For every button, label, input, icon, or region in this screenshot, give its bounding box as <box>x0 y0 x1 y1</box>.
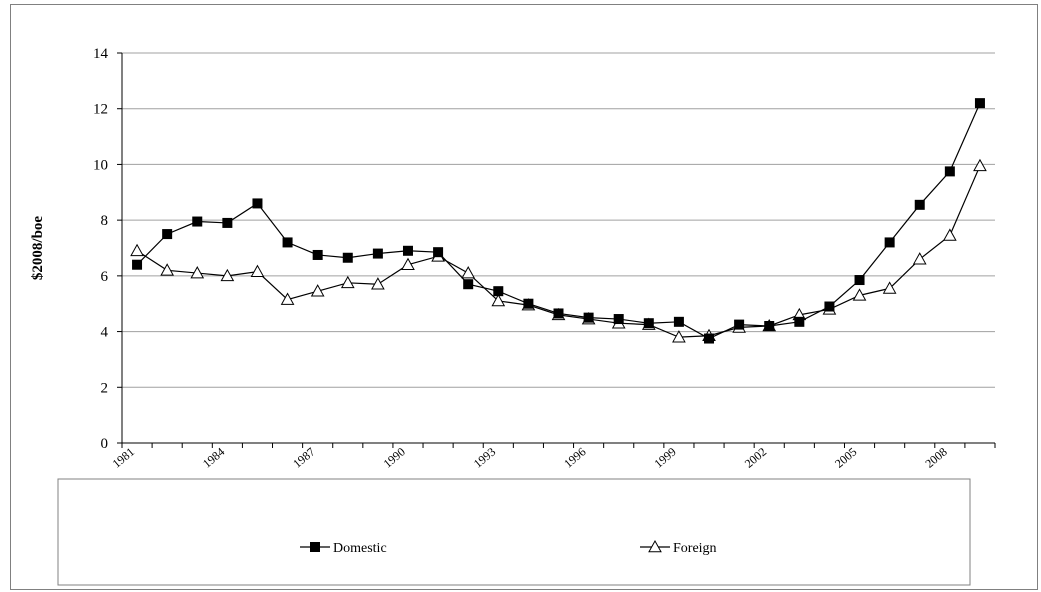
y-tick-labels: 0 2 4 6 8 10 12 14 <box>93 46 109 452</box>
legend-label-foreign: Foreign <box>673 541 717 556</box>
data-point-domestic <box>402 245 413 256</box>
y-tick-label: 2 <box>101 380 109 396</box>
x-tick-label: 2008 <box>922 445 949 471</box>
axes <box>117 52 996 448</box>
data-point-domestic <box>252 198 263 209</box>
series-markers <box>130 98 987 344</box>
legend-marker-domestic <box>310 542 320 552</box>
x-tick-label: 2002 <box>742 445 769 471</box>
y-axis-label: $2008/boe <box>30 216 46 281</box>
data-point-domestic <box>854 275 865 286</box>
data-point-domestic <box>944 166 955 177</box>
x-tick-label: 1981 <box>110 445 137 471</box>
data-point-foreign <box>672 330 686 343</box>
data-point-foreign <box>942 228 957 241</box>
data-point-domestic <box>372 248 383 259</box>
data-point-domestic <box>342 252 353 263</box>
legend-box <box>57 478 971 586</box>
data-point-domestic <box>673 316 684 327</box>
x-tick-label: 1984 <box>200 445 227 471</box>
data-point-domestic <box>583 312 594 323</box>
data-point-foreign <box>491 293 506 307</box>
data-point-domestic <box>463 279 474 290</box>
data-point-foreign <box>340 275 355 289</box>
legend-marker-foreign <box>648 539 662 553</box>
data-point-domestic <box>824 301 835 312</box>
data-point-domestic <box>312 249 323 260</box>
data-point-domestic <box>132 259 143 270</box>
data-point-domestic <box>553 308 564 319</box>
data-point-foreign <box>130 243 144 257</box>
data-point-domestic <box>433 247 444 258</box>
data-point-foreign <box>310 284 325 297</box>
y-tick-label: 0 <box>101 436 109 452</box>
data-point-domestic <box>162 229 173 240</box>
x-tick-labels: 1981 1984 1987 1990 1993 1996 1999 2002 2005 2008 <box>110 445 950 471</box>
x-tick-label: 1999 <box>651 445 678 471</box>
x-tick-label: 1987 <box>290 445 317 471</box>
data-point-foreign <box>190 266 205 279</box>
series-line-domestic <box>136 102 981 340</box>
data-point-foreign <box>220 268 235 282</box>
data-point-domestic <box>704 333 715 344</box>
data-point-domestic <box>493 286 504 297</box>
data-point-foreign <box>160 263 175 276</box>
y-tick-label: 10 <box>93 157 108 173</box>
data-point-foreign <box>371 277 385 290</box>
y-tick-label: 8 <box>101 213 109 229</box>
legend: Domestic Foreign <box>300 539 717 556</box>
legend-label-domestic: Domestic <box>333 541 387 556</box>
x-tick-label: 1990 <box>381 445 408 471</box>
x-tick-label: 2005 <box>832 445 859 471</box>
y-tick-label: 14 <box>93 46 109 62</box>
data-point-domestic <box>282 237 293 248</box>
gridlines <box>122 52 995 388</box>
data-point-domestic <box>764 321 775 331</box>
data-point-domestic <box>192 216 203 227</box>
data-point-foreign <box>882 281 897 294</box>
data-point-domestic <box>884 237 895 248</box>
data-point-domestic <box>222 217 233 228</box>
data-point-domestic <box>974 98 985 109</box>
data-point-foreign <box>280 292 295 305</box>
data-point-domestic <box>914 199 925 210</box>
data-point-foreign <box>973 158 987 172</box>
data-point-domestic <box>794 316 805 327</box>
y-tick-label: 12 <box>93 102 108 118</box>
x-tick-label: 1993 <box>471 445 498 471</box>
data-point-domestic <box>734 319 745 330</box>
data-point-foreign <box>250 264 265 277</box>
data-point-foreign <box>461 266 476 279</box>
series-lines <box>136 102 981 340</box>
y-tick-label: 6 <box>101 269 109 285</box>
data-point-domestic <box>523 298 534 309</box>
x-tick-label: 1996 <box>561 445 588 471</box>
data-point-domestic <box>613 314 624 325</box>
data-point-foreign <box>912 252 927 265</box>
data-point-domestic <box>643 318 654 329</box>
data-point-foreign <box>852 288 867 301</box>
chart-frame <box>10 4 1038 590</box>
data-point-foreign <box>401 257 415 271</box>
y-tick-label: 4 <box>101 325 109 341</box>
